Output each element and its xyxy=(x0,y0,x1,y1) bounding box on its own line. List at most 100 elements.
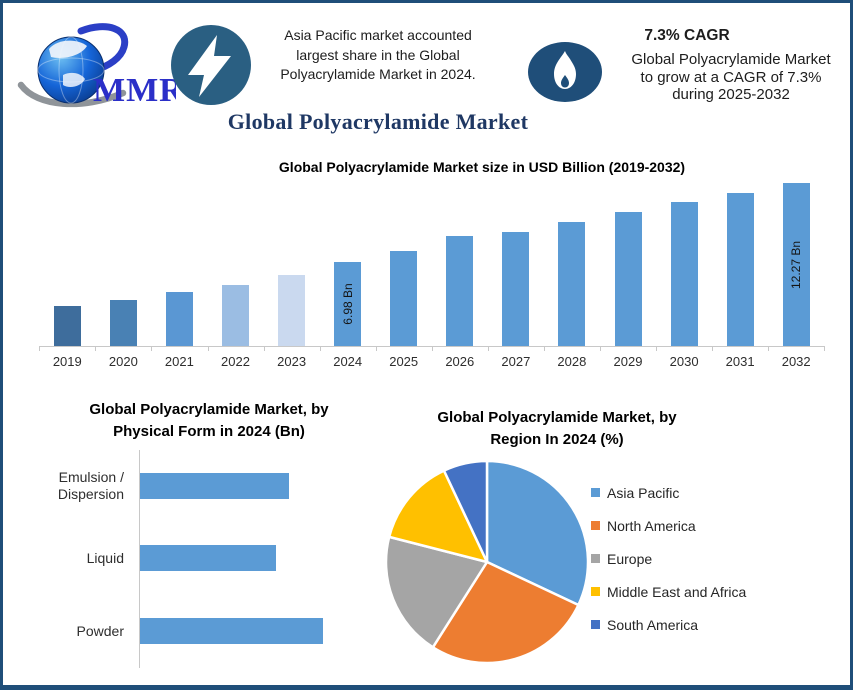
legend-item-north-america: North America xyxy=(591,509,746,542)
legend-item-asia-pacific: Asia Pacific xyxy=(591,476,746,509)
legend-item-south-america: South America xyxy=(591,608,746,641)
trend-bar-2032: 12.27 Bn xyxy=(782,183,810,346)
pie-slice-asia-pacific xyxy=(485,459,590,607)
trend-bar-2030 xyxy=(670,202,698,346)
form-y-axis xyxy=(139,450,140,668)
legend-label: Europe xyxy=(607,550,653,567)
x-axis-tick xyxy=(656,347,657,351)
mmr-logo: MMR xyxy=(17,23,176,108)
x-axis-tick xyxy=(600,347,601,351)
legend-label: Asia Pacific xyxy=(607,484,680,501)
legend-item-middle-east-and-africa: Middle East and Africa xyxy=(591,575,746,608)
x-axis-tick xyxy=(319,347,321,351)
x-axis-label-2032: 2032 xyxy=(781,354,811,369)
globe-gridline xyxy=(58,36,84,104)
note-line: to grow at a CAGR of 7.3% xyxy=(640,68,822,86)
trend-chart-plot: 2019 2020 2021 2022 2023 6.98 Bn 2024 2025 2026 2… xyxy=(3,3,850,685)
x-axis-tick xyxy=(263,347,265,351)
cagr-note: 7.3% CAGR Global Polyacrylamide Market t… xyxy=(613,27,849,104)
flame-icon xyxy=(528,42,602,102)
x-axis-tick xyxy=(207,347,209,351)
trend-bar-2026 xyxy=(446,236,474,346)
trend-bar-2027 xyxy=(502,232,530,346)
pie-slice-south-america xyxy=(442,459,489,564)
trend-bar-2019 xyxy=(53,306,81,346)
legend-swatch xyxy=(591,488,600,497)
cagr-heading: 7.3% CAGR xyxy=(644,27,730,44)
trend-bar-2020 xyxy=(109,300,137,346)
x-axis-tick xyxy=(95,347,97,351)
logo-swoosh-blue xyxy=(77,23,129,74)
form-bar-powder xyxy=(140,618,323,644)
trend-bar-2025 xyxy=(390,251,418,346)
x-axis-label-2027: 2027 xyxy=(501,354,531,369)
x-axis-label-2020: 2020 xyxy=(108,354,138,369)
globe-continent xyxy=(49,40,87,58)
page-title: Global Polyacrylamide Market xyxy=(227,109,529,134)
title-line: Global Polyacrylamide Market, by xyxy=(437,409,677,426)
x-axis-label-2019: 2019 xyxy=(52,354,82,369)
legend-label: North America xyxy=(607,517,696,534)
note-line: largest share in the Global xyxy=(296,46,460,63)
region-pie-legend: Asia Pacific North America Europe Middle Ea… xyxy=(591,476,746,641)
trend-bar-2028 xyxy=(558,222,586,346)
x-axis-tick xyxy=(39,347,41,351)
note-line: Global Polyacrylamide Market xyxy=(631,51,831,68)
x-axis-label-2022: 2022 xyxy=(221,354,250,369)
x-axis-label-2021: 2021 xyxy=(164,354,194,369)
x-axis-tick xyxy=(712,347,714,351)
x-axis-tick xyxy=(487,347,489,351)
trend-chart-title: Global Polyacrylamide Market size in USD… xyxy=(278,159,686,175)
pie-slice-middle-east-and-africa xyxy=(387,469,489,564)
legend-item-europe: Europe xyxy=(591,542,746,575)
legend-label: Middle East and Africa xyxy=(607,583,747,600)
form-bar-liquid xyxy=(140,545,276,571)
trend-x-axis xyxy=(39,346,825,347)
note-line: during 2025-2032 xyxy=(672,86,790,103)
note-line: Polyacrylamide Market in 2024. xyxy=(280,66,476,82)
x-axis-label-2031: 2031 xyxy=(725,354,755,369)
pie-slice-europe xyxy=(384,535,489,649)
trend-bar-2024: 6.98 Bn xyxy=(334,262,362,346)
legend-swatch xyxy=(591,620,600,629)
note-line: Asia Pacific market accounted xyxy=(284,27,472,43)
x-axis-tick xyxy=(768,347,770,351)
x-axis-label-2024: 2024 xyxy=(333,354,363,369)
title-line: Physical Form in 2024 (Bn) xyxy=(113,423,305,440)
trend-bar-2031 xyxy=(726,193,754,346)
x-axis-tick xyxy=(543,347,545,351)
form-category-label-powder: Powder xyxy=(76,622,124,639)
logo-swoosh-gray xyxy=(17,81,127,108)
x-axis-label-2025: 2025 xyxy=(389,354,419,369)
trend-bar-2021 xyxy=(165,292,193,346)
x-axis-label-2028: 2028 xyxy=(557,354,587,369)
form-category-label-liquid: Liquid xyxy=(86,549,124,566)
legend-label: South America xyxy=(607,616,699,633)
legend-swatch xyxy=(591,521,600,530)
x-axis-label-2030: 2030 xyxy=(669,354,699,369)
form-chart-plot: Emulsion / Dispersion Liquid Powder xyxy=(3,3,403,685)
title-line: Region In 2024 (%) xyxy=(490,431,624,448)
lightning-bolt-icon xyxy=(171,25,251,105)
x-axis-label-2026: 2026 xyxy=(445,354,475,369)
bar-value-label: 12.27 Bn xyxy=(789,240,804,289)
form-bar-emulsion-dispersion xyxy=(140,473,289,499)
x-axis-label-2029: 2029 xyxy=(613,354,643,369)
form-chart-title: Global Polyacrylamide Market, by Physica… xyxy=(23,399,395,443)
logo-text: MMR xyxy=(93,72,176,108)
x-axis-tick xyxy=(375,347,377,351)
trend-bar-2029 xyxy=(614,212,642,346)
region-chart-title: Global Polyacrylamide Market, by Region … xyxy=(398,407,716,451)
x-axis-tick xyxy=(824,347,826,351)
globe-continent xyxy=(63,72,85,87)
x-axis-tick xyxy=(431,347,433,351)
region-pie-chart xyxy=(384,459,590,665)
title-line: Global Polyacrylamide Market, by xyxy=(89,401,329,418)
form-category-label-emulsion-dispersion: Emulsion / Dispersion xyxy=(57,469,124,502)
trend-bar-2023 xyxy=(278,275,306,346)
x-axis-tick xyxy=(151,347,153,351)
asia-pacific-note: Asia Pacific market accounted largest sh… xyxy=(258,26,498,85)
legend-swatch xyxy=(591,587,600,596)
x-axis-label-2023: 2023 xyxy=(277,354,307,369)
